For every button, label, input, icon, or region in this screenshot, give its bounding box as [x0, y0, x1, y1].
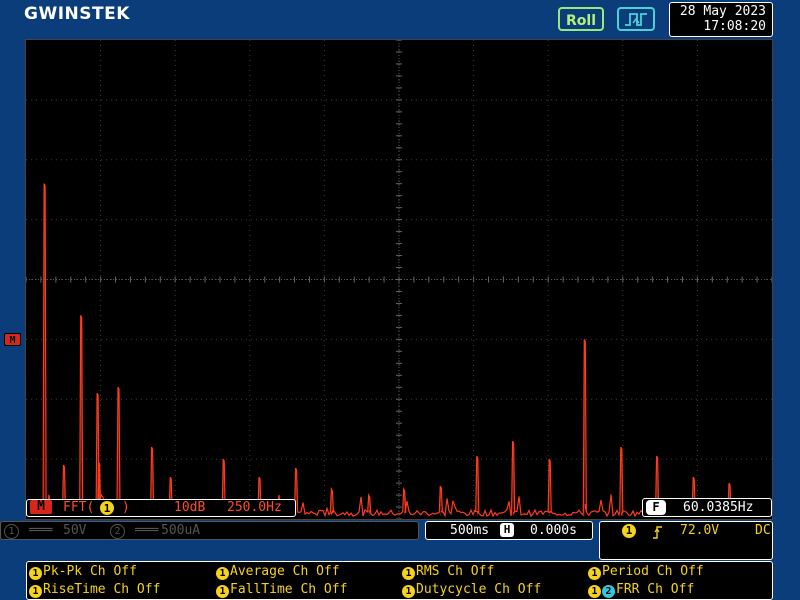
fft-plot — [26, 40, 772, 519]
brand-logo: GWINSTEK — [24, 4, 130, 24]
rising-edge-icon — [653, 526, 662, 539]
measurement-falltime[interactable]: 1 FallTime Ch Off — [216, 582, 347, 598]
measurement-risetime[interactable]: 1 RiseTime Ch Off — [29, 582, 160, 598]
math-position-marker[interactable]: M — [4, 333, 21, 346]
fft-label-close: ) — [122, 500, 130, 515]
measurement-rms[interactable]: 1 RMS Ch Off — [402, 564, 494, 580]
channel-status-bar[interactable]: 1 ═══ 50V 2 ═══ 500uA — [0, 521, 419, 540]
ch2-scale: 500uA — [161, 523, 201, 538]
fft-span: 250.0Hz — [227, 500, 282, 515]
time-text: 17:08:20 — [703, 19, 766, 34]
trigger-level: 72.0V — [680, 523, 720, 538]
ch1-indicator: 1 — [4, 524, 19, 539]
horizontal-position: 0.000s — [530, 523, 577, 538]
trigger-source-channel: 1 — [622, 524, 636, 538]
fft-label: FFT( — [63, 500, 95, 515]
date-text: 28 May 2023 — [679, 4, 766, 19]
trigger-box[interactable]: 1 72.0V DC — [599, 521, 773, 560]
date-time-display: 28 May 2023 17:08:20 — [669, 2, 773, 37]
measurement-period[interactable]: 1 Period Ch Off — [588, 564, 704, 580]
pulse-wave-icon — [625, 13, 647, 26]
measurement-panel[interactable]: 1 Pk-Pk Ch Off 1 Average Ch Off 1 RMS Ch Of… — [26, 561, 773, 600]
ch1-coupling-icon: ═══ — [29, 523, 53, 538]
fft-scale: 10dB — [174, 500, 206, 515]
frequency-value: 60.0385Hz — [683, 500, 754, 515]
measurement-dutycycle[interactable]: 1 Dutycycle Ch Off — [402, 582, 541, 598]
fft-source-channel: 1 — [100, 501, 114, 515]
timebase-box[interactable]: 500ms H 0.000s — [425, 521, 593, 540]
frequency-counter: F 60.0385Hz — [642, 498, 772, 517]
measurement-frr[interactable]: 1 2 FRR Ch Off — [588, 582, 694, 598]
math-badge: M — [30, 500, 52, 514]
horizontal-badge: H — [500, 523, 514, 537]
timebase-scale: 500ms — [450, 523, 490, 538]
ch2-indicator: 2 — [110, 524, 125, 539]
roll-mode-button[interactable]: Roll — [558, 7, 604, 31]
frequency-badge: F — [646, 500, 666, 515]
measurement-average[interactable]: 1 Average Ch Off — [216, 564, 340, 580]
ch1-scale: 50V — [63, 523, 87, 538]
ch2-coupling-icon: ═══ — [135, 523, 159, 538]
trigger-coupling: DC — [755, 523, 771, 538]
fft-status-box[interactable]: M FFT( 1 ) 10dB 250.0Hz — [26, 499, 296, 517]
trigger-status-button[interactable] — [617, 7, 655, 31]
measurement-pk-pk[interactable]: 1 Pk-Pk Ch Off — [29, 564, 137, 580]
waveform-display[interactable] — [25, 39, 773, 520]
